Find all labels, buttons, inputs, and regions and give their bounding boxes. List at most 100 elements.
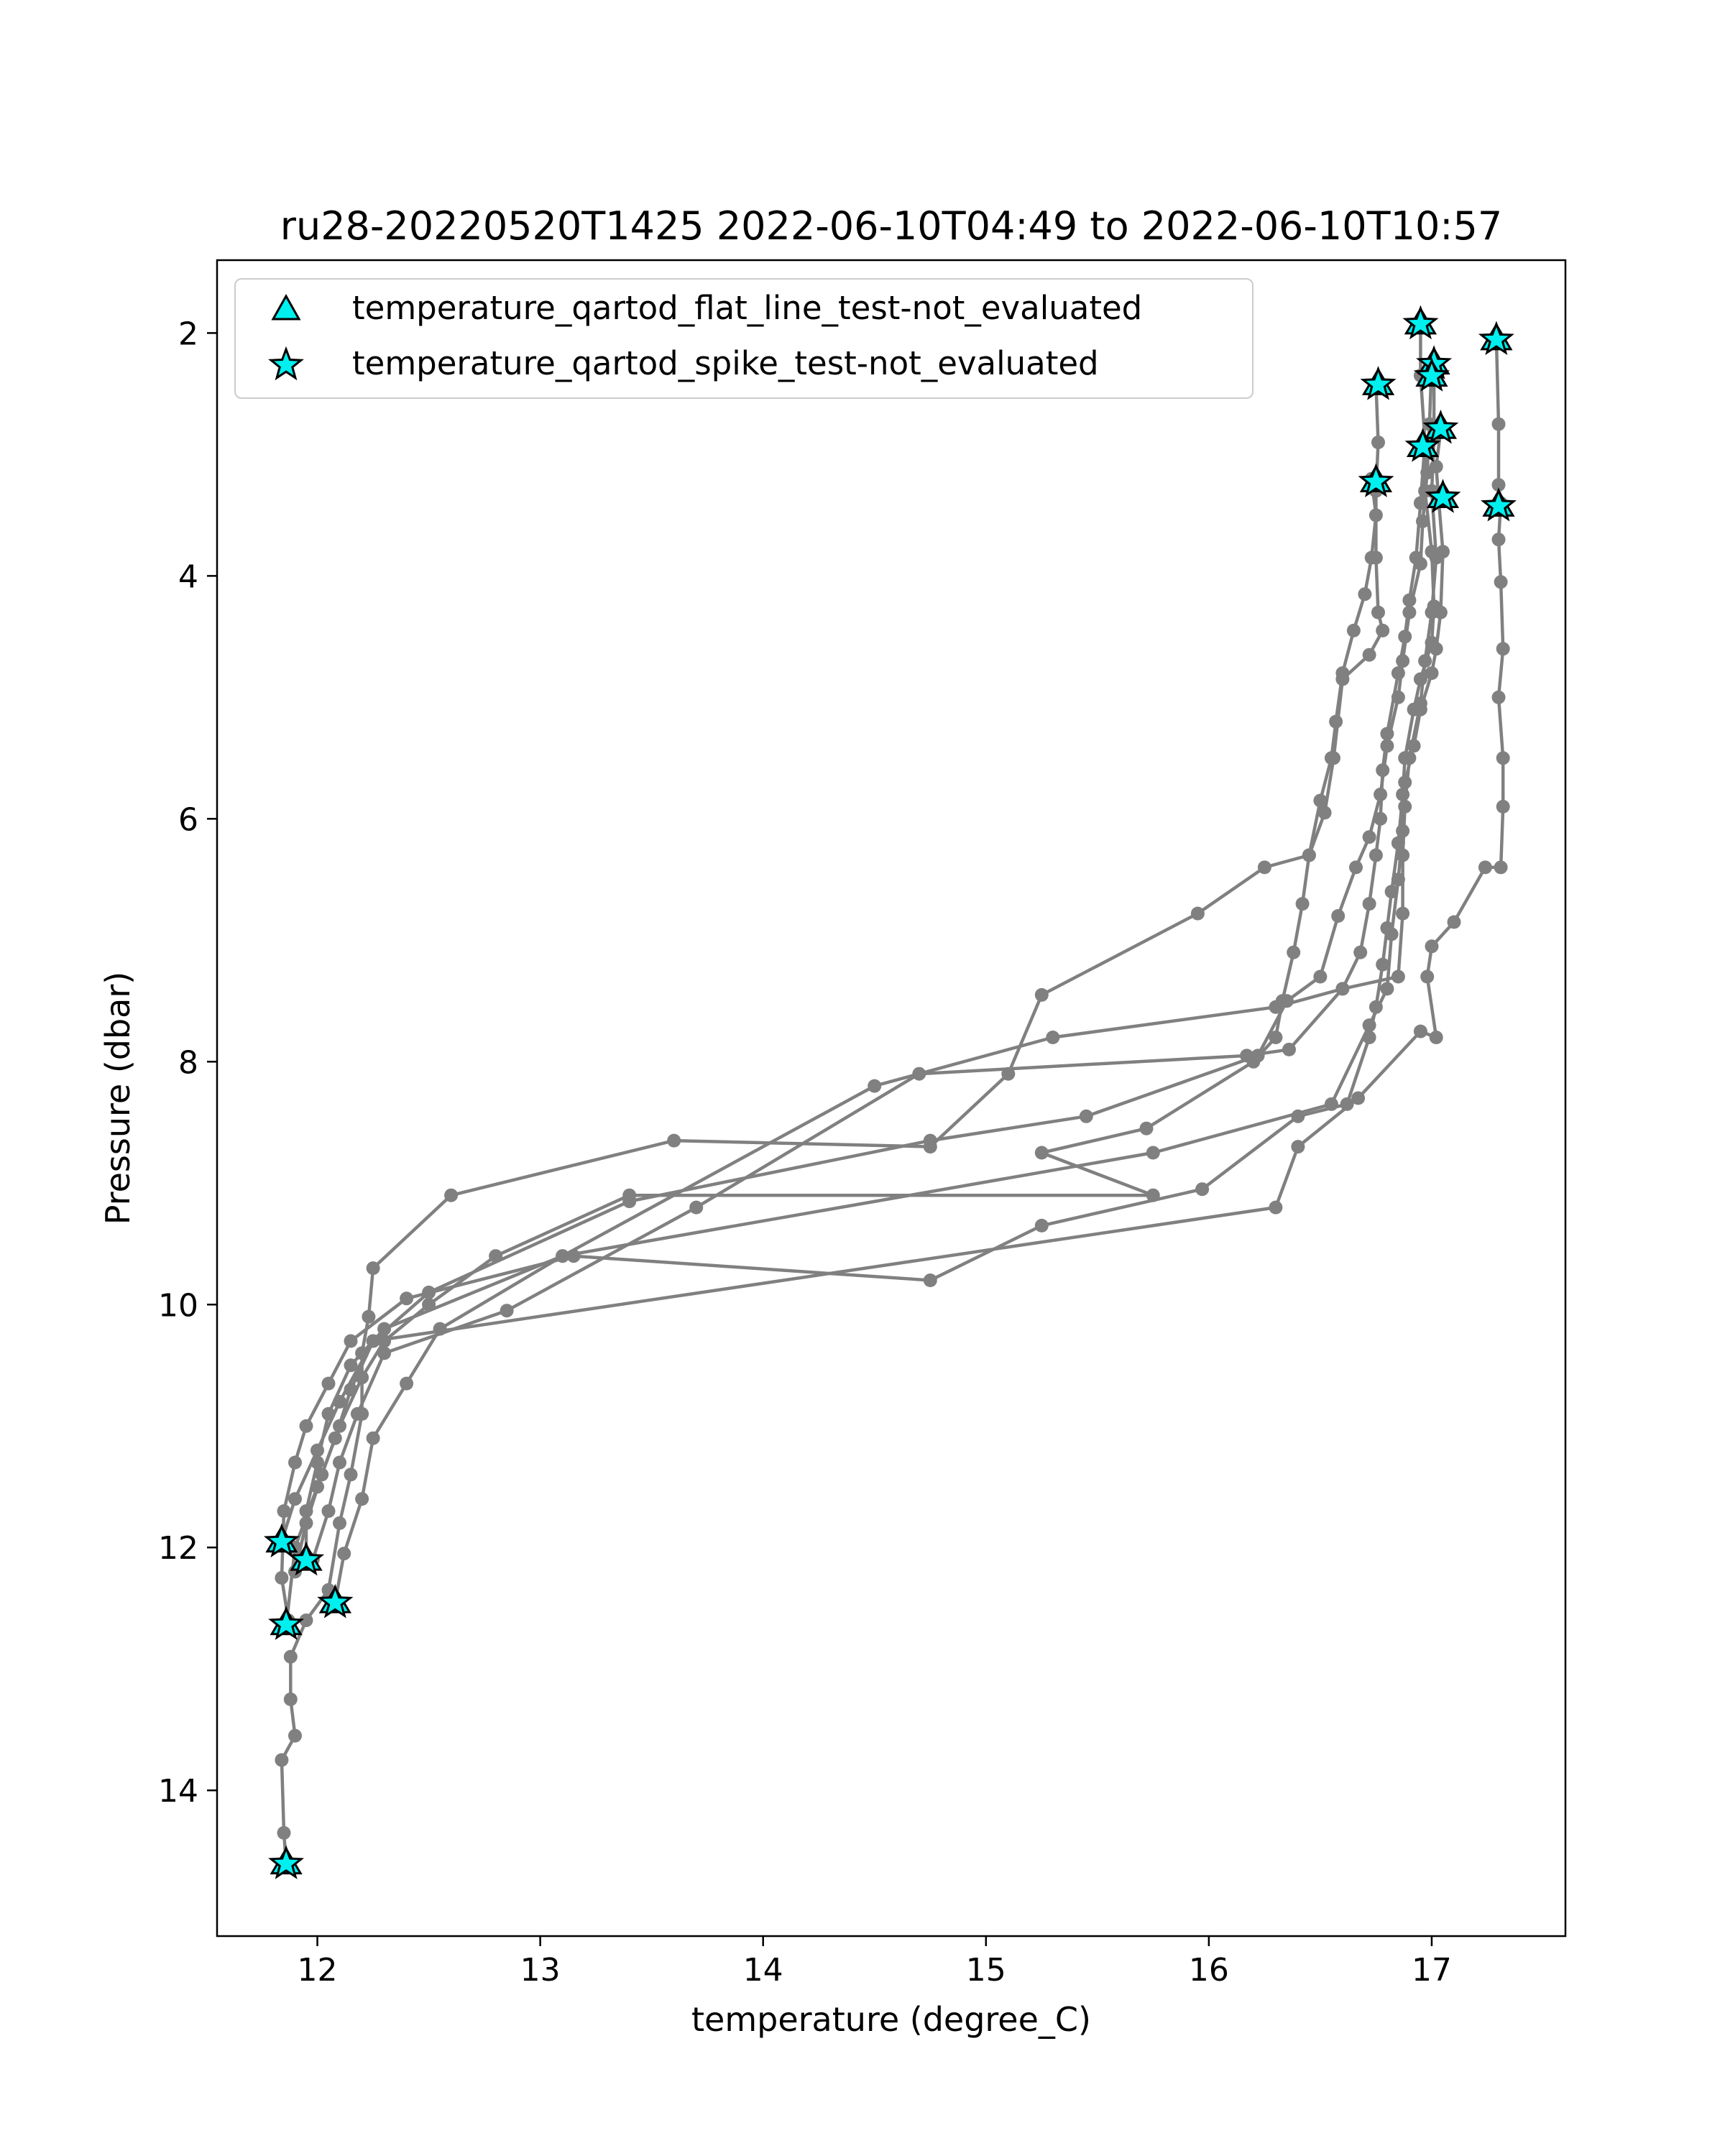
profile-5-point-20 bbox=[400, 1376, 414, 1391]
profile-4-point-20 bbox=[350, 1406, 364, 1421]
profile-1-point-18 bbox=[444, 1188, 459, 1202]
y-tick-label-2: 2 bbox=[178, 315, 198, 352]
profile-1-point-2 bbox=[1371, 436, 1385, 449]
profile-2-point-4 bbox=[1413, 496, 1427, 510]
profile-4-point-22 bbox=[321, 1504, 336, 1519]
y-axis: 2 4 6 8 10 12 14 bbox=[158, 315, 217, 1810]
profile-7-point-15 bbox=[1362, 1031, 1376, 1044]
profile-7-point-28 bbox=[275, 1571, 289, 1585]
profile-5-point-12 bbox=[1391, 872, 1405, 887]
spike-marker-12 bbox=[288, 1541, 325, 1576]
profile-2-point-8 bbox=[1391, 666, 1405, 681]
spike-marker-2 bbox=[1478, 321, 1514, 356]
profile-7-point-11 bbox=[1384, 885, 1399, 899]
profile-5-point-22 bbox=[355, 1492, 369, 1506]
x-axis-label: temperature (degree_C) bbox=[691, 2000, 1091, 2039]
profile-7-point-25 bbox=[299, 1419, 313, 1433]
plot-background bbox=[217, 260, 1565, 1936]
profile-8-point-5 bbox=[1346, 623, 1361, 637]
y-tick-label-8: 8 bbox=[178, 1044, 198, 1081]
profile-1-point-19 bbox=[366, 1261, 380, 1276]
profile-4-point-17 bbox=[689, 1200, 704, 1215]
x-tick-label-12: 12 bbox=[298, 1952, 338, 1989]
profile-4-point-10 bbox=[1396, 848, 1410, 862]
profile-3-point-5 bbox=[1413, 557, 1427, 571]
profile-8-point-6 bbox=[1335, 666, 1350, 681]
profile-1-point-24 bbox=[333, 1516, 346, 1530]
profile-6-point-3 bbox=[1491, 478, 1506, 492]
profile-8-point-11 bbox=[1295, 897, 1310, 911]
profile-1-point-17 bbox=[667, 1133, 681, 1148]
profile-3-point-14 bbox=[1313, 969, 1328, 984]
profile-4-point-16 bbox=[912, 1067, 926, 1081]
profile-7-point-5 bbox=[1425, 635, 1439, 650]
profile-2-point-22 bbox=[321, 1406, 336, 1421]
profile-3-point-20 bbox=[422, 1285, 436, 1299]
profile-3-point-4 bbox=[1416, 514, 1430, 528]
profile-points bbox=[275, 316, 1510, 1871]
profile-6-point-13 bbox=[1447, 915, 1461, 929]
profile-7-point-4 bbox=[1427, 599, 1441, 614]
profile-5-point-9 bbox=[1407, 739, 1421, 753]
profile-4-point-14 bbox=[1282, 1042, 1296, 1056]
profile-7-point-10 bbox=[1391, 836, 1405, 850]
profile-2-point-10 bbox=[1376, 763, 1390, 778]
profile-8-point-24 bbox=[333, 1419, 346, 1433]
profile-2-point-13 bbox=[1362, 897, 1376, 911]
profile-6-point-10 bbox=[1496, 799, 1510, 814]
profile-8-point-20 bbox=[489, 1249, 503, 1263]
profile-6-point-7 bbox=[1496, 642, 1510, 656]
profile-8-point-8 bbox=[1324, 751, 1338, 765]
profile-2-point-24 bbox=[299, 1504, 313, 1519]
profile-7-point-21 bbox=[566, 1249, 581, 1263]
legend-label-flat-line: temperature_qartod_flat_line_test-not_ev… bbox=[352, 289, 1142, 327]
profile-4-point-12 bbox=[1391, 969, 1405, 984]
profile-1-point-10 bbox=[1317, 806, 1332, 820]
profile-7-point-9 bbox=[1396, 788, 1410, 801]
x-tick-label-14: 14 bbox=[743, 1952, 783, 1989]
spike-marker-10 bbox=[1481, 487, 1517, 522]
profile-6-point-19 bbox=[1291, 1140, 1305, 1154]
profile-5-point-4 bbox=[1436, 545, 1450, 559]
profile-2-point-9 bbox=[1380, 727, 1394, 741]
profile-8-point-2 bbox=[1368, 508, 1383, 522]
profile-4-point-21 bbox=[333, 1455, 346, 1470]
legend-triangle-icon bbox=[271, 293, 301, 321]
profile-3-point-24 bbox=[288, 1492, 302, 1506]
profile-2-point-21 bbox=[344, 1358, 358, 1373]
profile-8-point-23 bbox=[355, 1370, 369, 1385]
legend-box bbox=[234, 278, 1254, 399]
profile-8-point-10 bbox=[1302, 848, 1316, 862]
profile-7-point-14 bbox=[1368, 1000, 1383, 1014]
spike-marker-5 bbox=[1360, 366, 1397, 400]
profile-3-point-12 bbox=[1349, 860, 1363, 875]
profile-1-point-15 bbox=[1001, 1067, 1016, 1081]
profile-1-point-14 bbox=[1034, 987, 1049, 1002]
legend-label-spike: temperature_qartod_spike_test-not_evalua… bbox=[352, 344, 1099, 382]
profile-7-point-24 bbox=[321, 1376, 336, 1391]
profile-7-point-7 bbox=[1407, 702, 1421, 717]
profile-5-point-23 bbox=[337, 1547, 351, 1561]
profile-1-point-5 bbox=[1371, 605, 1385, 619]
profile-2-point-14 bbox=[1353, 945, 1368, 959]
profile-6-point-16 bbox=[1429, 1031, 1443, 1044]
profile-5-point-15 bbox=[1362, 1018, 1376, 1033]
profile-4-point-9 bbox=[1398, 799, 1412, 814]
profile-1-point-31 bbox=[277, 1825, 291, 1840]
profile-6-point-24 bbox=[310, 1480, 324, 1494]
x-axis: 12 13 14 15 16 17 bbox=[298, 1936, 1452, 1989]
profile-7-point-12 bbox=[1380, 921, 1394, 935]
profile-8-point-18 bbox=[1146, 1188, 1160, 1202]
spike-marker-6 bbox=[1422, 409, 1459, 444]
profile-6-point-12 bbox=[1478, 860, 1492, 875]
profile-2-point-11 bbox=[1374, 811, 1388, 826]
profile-6-point-11 bbox=[1494, 860, 1508, 875]
profile-7-point-8 bbox=[1398, 751, 1412, 765]
profile-7-point-6 bbox=[1413, 672, 1427, 686]
profile-3-point-11 bbox=[1362, 830, 1376, 844]
profile-3-point-7 bbox=[1396, 654, 1410, 668]
profile-3-point-13 bbox=[1331, 909, 1346, 923]
profile-6-point-17 bbox=[1413, 1024, 1427, 1038]
profile-3-point-9 bbox=[1380, 739, 1394, 753]
